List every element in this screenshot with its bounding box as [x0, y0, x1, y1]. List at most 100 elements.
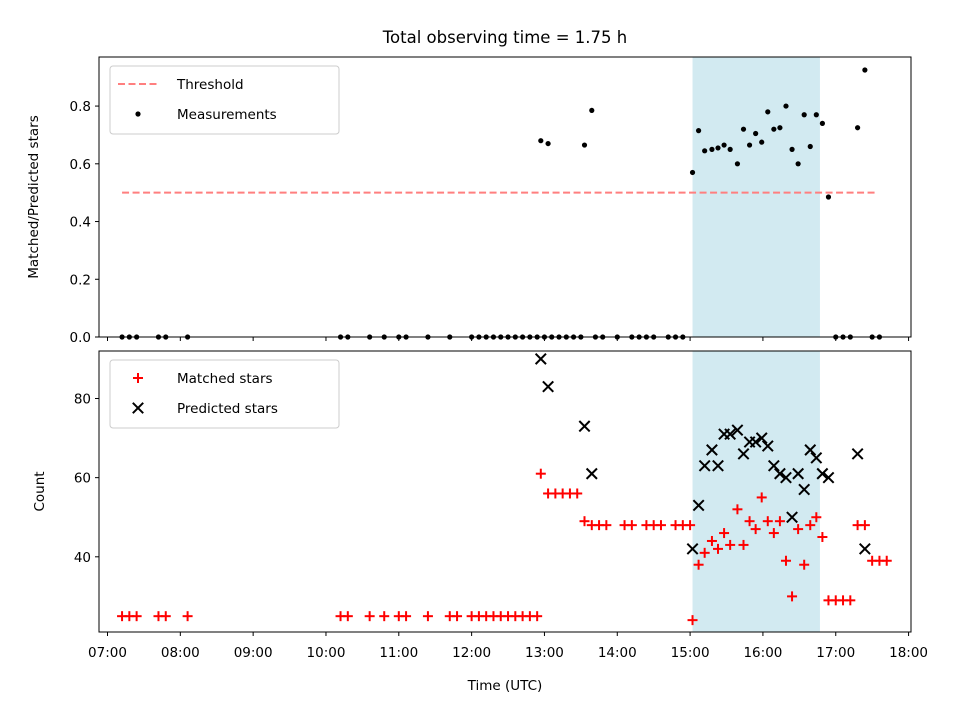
- measurement-point: [771, 126, 777, 132]
- predicted-star-marker: [786, 511, 798, 524]
- measurement-point: [746, 142, 753, 148]
- matched-star-marker: [750, 524, 761, 535]
- measurement-point: [614, 334, 620, 340]
- measurement-point: [727, 146, 733, 152]
- matched-star-marker: [693, 559, 704, 570]
- predicted-star-marker: [542, 380, 554, 393]
- legends: Threshold Measurements Matched stars Predic…: [109, 65, 340, 429]
- measurement-point: [538, 138, 544, 144]
- predicted-star-marker: [767, 459, 780, 472]
- matched-star-marker: [768, 528, 779, 539]
- matched-star-marker: [342, 611, 353, 622]
- x-tick-label: 08:00: [161, 645, 200, 661]
- measurement-point: [672, 334, 679, 340]
- matched-star-marker: [532, 611, 543, 622]
- measurement-point: [862, 67, 868, 73]
- measurement-point: [840, 334, 846, 340]
- legend: Matched stars Predicted stars: [109, 359, 340, 429]
- y-tick-label: 60: [74, 471, 91, 487]
- predicted-star-marker: [585, 467, 598, 480]
- measurement-point: [876, 334, 883, 340]
- predicted-star-marker: [755, 432, 768, 444]
- measurement-point: [777, 125, 783, 131]
- measurement-point: [680, 334, 686, 340]
- measurement-point: [345, 334, 351, 340]
- matched-star-marker: [799, 559, 810, 570]
- measurement-point: [825, 194, 832, 200]
- measurement-point: [581, 142, 588, 148]
- predicted-star-marker: [851, 447, 864, 460]
- x-tick-label: 18:00: [889, 645, 928, 661]
- measurement-point: [527, 334, 533, 340]
- matched-star-marker: [699, 547, 710, 558]
- measurement-point: [563, 334, 569, 340]
- matched-star-marker: [131, 611, 142, 622]
- predicted-star-marker: [706, 444, 718, 456]
- measurement-point: [549, 334, 555, 340]
- measurement-point: [753, 130, 759, 137]
- y-tick-label: 0.2: [70, 272, 91, 288]
- legend-label: Threshold: [176, 77, 244, 93]
- measurement-point: [505, 334, 511, 340]
- matched-star-marker: [706, 535, 717, 546]
- matched-star-marker: [379, 611, 390, 622]
- measurement-point: [721, 142, 727, 148]
- measurement-point: [783, 103, 789, 109]
- y-tick-label: 0.0: [70, 330, 91, 346]
- measurement-point: [119, 334, 125, 340]
- highlight-band: [692, 351, 820, 632]
- predicted-star-marker: [749, 436, 762, 448]
- measurement-point: [498, 334, 504, 340]
- x-tick-label: 07:00: [88, 645, 127, 661]
- measurement-point: [589, 107, 595, 114]
- matched-star-marker: [738, 539, 749, 550]
- predicted-star-marker: [816, 467, 829, 480]
- matched-star-marker: [626, 520, 637, 531]
- measurement-point: [629, 334, 635, 340]
- matched-star-marker: [805, 520, 816, 531]
- predicted-star-marker: [534, 353, 547, 365]
- matched-star-marker: [787, 591, 798, 602]
- predicted-star-marker: [810, 451, 823, 464]
- matched-star-marker: [601, 520, 612, 531]
- measurement-point: [396, 334, 402, 340]
- highlight-band: [692, 57, 820, 337]
- predicted-star-marker: [822, 471, 835, 484]
- measurement-point: [367, 334, 373, 340]
- measurement-point: [126, 334, 132, 340]
- matched-star-marker: [182, 611, 193, 622]
- y-axis-label: Matched/Predicted stars: [26, 115, 42, 278]
- measurement-point: [483, 334, 489, 340]
- measurement-point: [715, 145, 721, 151]
- measurement-point: [689, 169, 696, 176]
- measurement-point: [854, 125, 861, 131]
- predicted-star-marker: [761, 440, 774, 452]
- measurement-point: [734, 161, 741, 167]
- legend-dot-swatch: [135, 111, 141, 117]
- matched-star-marker: [719, 528, 730, 539]
- measurement-point: [813, 112, 819, 118]
- predicted-star-marker: [737, 447, 750, 460]
- legend-label: Matched stars: [177, 371, 273, 387]
- predicted-star-marker: [578, 420, 591, 433]
- matched-star-marker: [535, 468, 546, 479]
- predicted-star-marker: [692, 499, 705, 512]
- measurement-point: [185, 334, 191, 340]
- measurement-point: [403, 334, 409, 340]
- legend-box: [109, 65, 340, 135]
- matched-star-marker: [811, 512, 822, 523]
- matched-star-marker: [732, 504, 743, 515]
- measurement-point: [695, 128, 702, 134]
- chart-title: Total observing time = 1.75 h: [382, 28, 627, 47]
- predicted-star-marker: [858, 542, 871, 555]
- measurement-point: [519, 334, 526, 340]
- predicted-star-marker: [798, 483, 811, 496]
- predicted-star-marker: [724, 428, 737, 441]
- matched-star-marker: [744, 516, 755, 527]
- y-axis-label: Count: [32, 471, 48, 511]
- y-tick-label: 0.6: [70, 157, 91, 173]
- plot-frame: [98, 56, 912, 338]
- x-tick-label: 15:00: [671, 645, 710, 661]
- matched-star-marker: [685, 520, 696, 531]
- y-tick-label: 80: [74, 391, 91, 407]
